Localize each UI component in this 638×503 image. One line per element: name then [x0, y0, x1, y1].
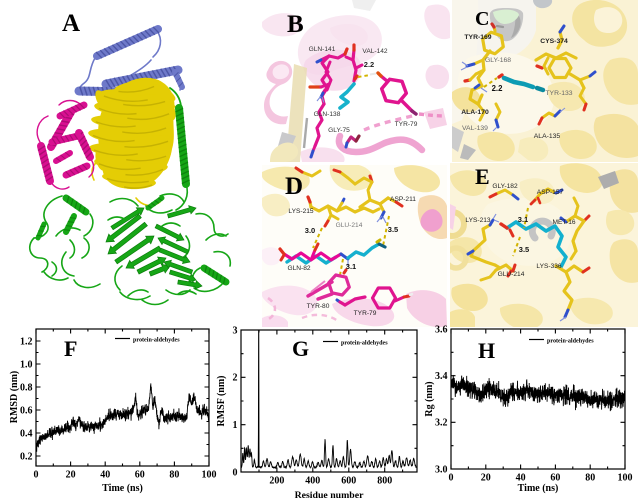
- svg-text:MET-16: MET-16: [552, 219, 575, 226]
- svg-text:TYR-169: TYR-169: [464, 34, 491, 41]
- svg-text:3.1: 3.1: [346, 262, 356, 271]
- svg-text:A: A: [62, 10, 80, 37]
- svg-text:RMSD (nm): RMSD (nm): [9, 371, 20, 424]
- svg-text:protein-aldehydes: protein-aldehydes: [133, 338, 180, 344]
- svg-text:20: 20: [481, 473, 491, 484]
- svg-text:C: C: [475, 8, 489, 30]
- svg-text:60: 60: [550, 473, 560, 484]
- svg-text:E: E: [475, 164, 490, 189]
- svg-text:protein-aldehydes: protein-aldehydes: [547, 339, 594, 345]
- svg-text:80: 80: [585, 473, 595, 484]
- svg-text:0.2: 0.2: [20, 451, 33, 462]
- svg-text:VAL-139: VAL-139: [462, 125, 488, 132]
- svg-text:400: 400: [305, 476, 320, 487]
- svg-text:40: 40: [100, 470, 110, 481]
- svg-text:0.8: 0.8: [20, 382, 33, 393]
- svg-text:LYS-336: LYS-336: [536, 263, 562, 270]
- svg-text:0.4: 0.4: [20, 428, 33, 439]
- svg-text:protein-aldehydes: protein-aldehydes: [341, 341, 388, 347]
- svg-text:1: 1: [233, 420, 238, 431]
- svg-text:100: 100: [202, 470, 217, 481]
- svg-text:1.2: 1.2: [20, 336, 33, 347]
- svg-text:CYS-374: CYS-374: [540, 38, 568, 45]
- svg-text:3.0: 3.0: [305, 226, 315, 235]
- svg-text:100: 100: [618, 473, 633, 484]
- svg-text:40: 40: [516, 473, 526, 484]
- svg-text:0.6: 0.6: [20, 405, 33, 416]
- svg-text:F: F: [64, 336, 77, 361]
- svg-text:3.2: 3.2: [435, 418, 448, 429]
- svg-text:H: H: [478, 338, 495, 363]
- svg-text:LYS-213: LYS-213: [465, 217, 491, 224]
- svg-text:2.2: 2.2: [364, 60, 374, 69]
- svg-text:ALA-135: ALA-135: [534, 133, 561, 140]
- svg-text:VAL-142: VAL-142: [362, 48, 388, 55]
- svg-text:RMSF (nm): RMSF (nm): [216, 375, 227, 426]
- svg-text:200: 200: [269, 476, 284, 487]
- svg-text:2.2: 2.2: [492, 84, 504, 93]
- svg-text:ASP-211: ASP-211: [390, 196, 416, 203]
- svg-text:ASP-157: ASP-157: [537, 189, 564, 196]
- svg-text:3: 3: [233, 325, 238, 336]
- svg-text:Time (ns): Time (ns): [102, 483, 143, 494]
- svg-text:TYR-133: TYR-133: [545, 90, 572, 97]
- svg-text:TYR-79: TYR-79: [395, 121, 418, 128]
- svg-text:3.6: 3.6: [435, 324, 448, 335]
- svg-text:LYS-215: LYS-215: [288, 208, 314, 215]
- svg-text:3.5: 3.5: [388, 225, 398, 234]
- svg-text:GLU-214: GLU-214: [498, 271, 525, 278]
- svg-text:GLU-214: GLU-214: [336, 222, 363, 229]
- svg-text:Residue number: Residue number: [295, 490, 365, 501]
- svg-text:G: G: [292, 336, 309, 361]
- svg-text:ALA-170: ALA-170: [461, 109, 489, 116]
- svg-text:GLN-138: GLN-138: [314, 111, 341, 118]
- svg-text:3.0: 3.0: [435, 464, 448, 475]
- svg-text:Rg (nm): Rg (nm): [424, 381, 435, 416]
- svg-text:600: 600: [341, 476, 356, 487]
- svg-text:20: 20: [66, 470, 76, 481]
- svg-text:3.4: 3.4: [435, 371, 448, 382]
- svg-text:60: 60: [135, 470, 145, 481]
- svg-text:3.1: 3.1: [518, 215, 528, 224]
- svg-text:0: 0: [233, 467, 238, 478]
- svg-text:GLY-168: GLY-168: [485, 57, 511, 64]
- svg-text:GLN-141: GLN-141: [309, 46, 336, 53]
- svg-text:TYR-80: TYR-80: [307, 303, 330, 310]
- svg-text:Time (ns): Time (ns): [518, 483, 559, 494]
- svg-text:0: 0: [34, 470, 39, 481]
- svg-text:800: 800: [377, 476, 392, 487]
- svg-text:B: B: [287, 11, 304, 38]
- svg-text:3.5: 3.5: [519, 245, 529, 254]
- svg-text:GLY-182: GLY-182: [492, 183, 518, 190]
- svg-text:GLY-75: GLY-75: [328, 127, 350, 134]
- svg-text:TYR-79: TYR-79: [354, 310, 377, 317]
- svg-text:0: 0: [449, 473, 454, 484]
- svg-text:1.0: 1.0: [20, 359, 33, 370]
- svg-text:80: 80: [169, 470, 179, 481]
- svg-text:GLN-82: GLN-82: [287, 265, 310, 272]
- svg-text:D: D: [285, 173, 303, 200]
- svg-text:2: 2: [233, 373, 238, 384]
